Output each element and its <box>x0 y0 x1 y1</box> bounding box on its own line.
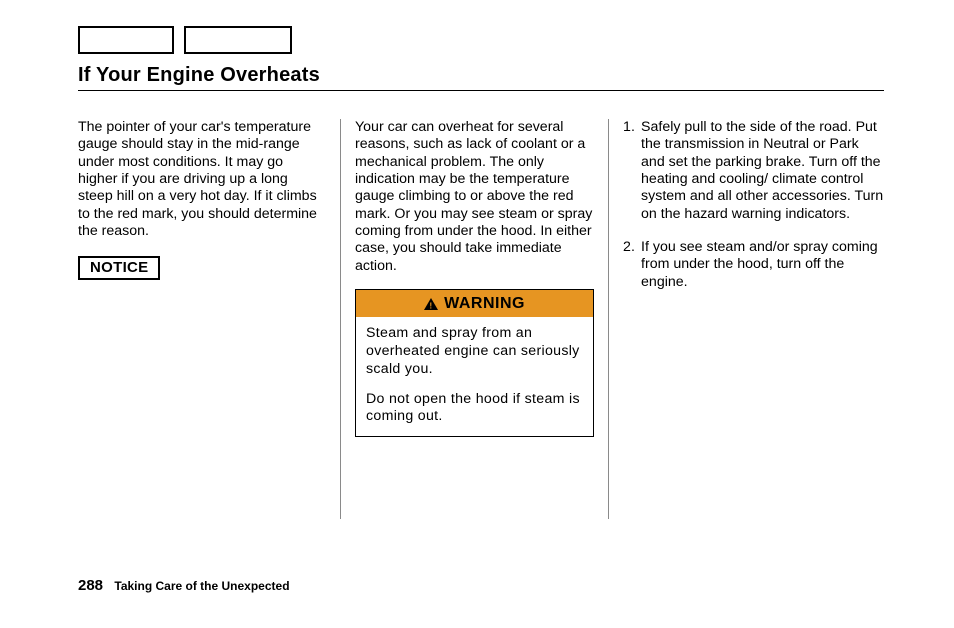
top-link-boxes <box>78 26 884 54</box>
notice-label: NOTICE <box>90 259 148 276</box>
col2-paragraph: Your car can overheat for several reason… <box>355 119 594 275</box>
page-number: 288 <box>78 577 103 594</box>
notice-box: NOTICE <box>78 256 160 280</box>
steps-list: Safely pull to the side of the road. Put… <box>623 119 884 291</box>
column-2: Your car can overheat for several reason… <box>340 119 609 519</box>
content-columns: The pointer of your car's tempera­ture g… <box>78 119 884 519</box>
col1-paragraph: The pointer of your car's tempera­ture g… <box>78 119 326 240</box>
column-1: The pointer of your car's tempera­ture g… <box>78 119 340 519</box>
step-item: Safely pull to the side of the road. Put… <box>623 119 884 223</box>
warning-p2: Do not open the hood if steam is coming … <box>366 391 583 427</box>
top-box-1[interactable] <box>78 26 174 54</box>
title-rule <box>78 90 884 91</box>
svg-text:!: ! <box>429 300 432 310</box>
top-box-2[interactable] <box>184 26 292 54</box>
warning-icon: ! <box>424 298 438 310</box>
manual-page: If Your Engine Overheats The pointer of … <box>0 0 954 628</box>
warning-header: ! WARNING <box>356 290 593 318</box>
warning-box: ! WARNING Steam and spray from an overhe… <box>355 289 594 437</box>
step-item: If you see steam and/or spray coming fro… <box>623 239 884 291</box>
page-footer: 288 Taking Care of the Unexpected <box>78 577 290 594</box>
warning-label: WARNING <box>444 294 525 314</box>
column-3: Safely pull to the side of the road. Put… <box>609 119 884 519</box>
warning-p1: Steam and spray from an overheated engin… <box>366 325 583 378</box>
warning-body: Steam and spray from an overheated engin… <box>356 317 593 436</box>
page-title: If Your Engine Overheats <box>78 64 884 87</box>
section-name: Taking Care of the Unexpected <box>114 579 289 593</box>
